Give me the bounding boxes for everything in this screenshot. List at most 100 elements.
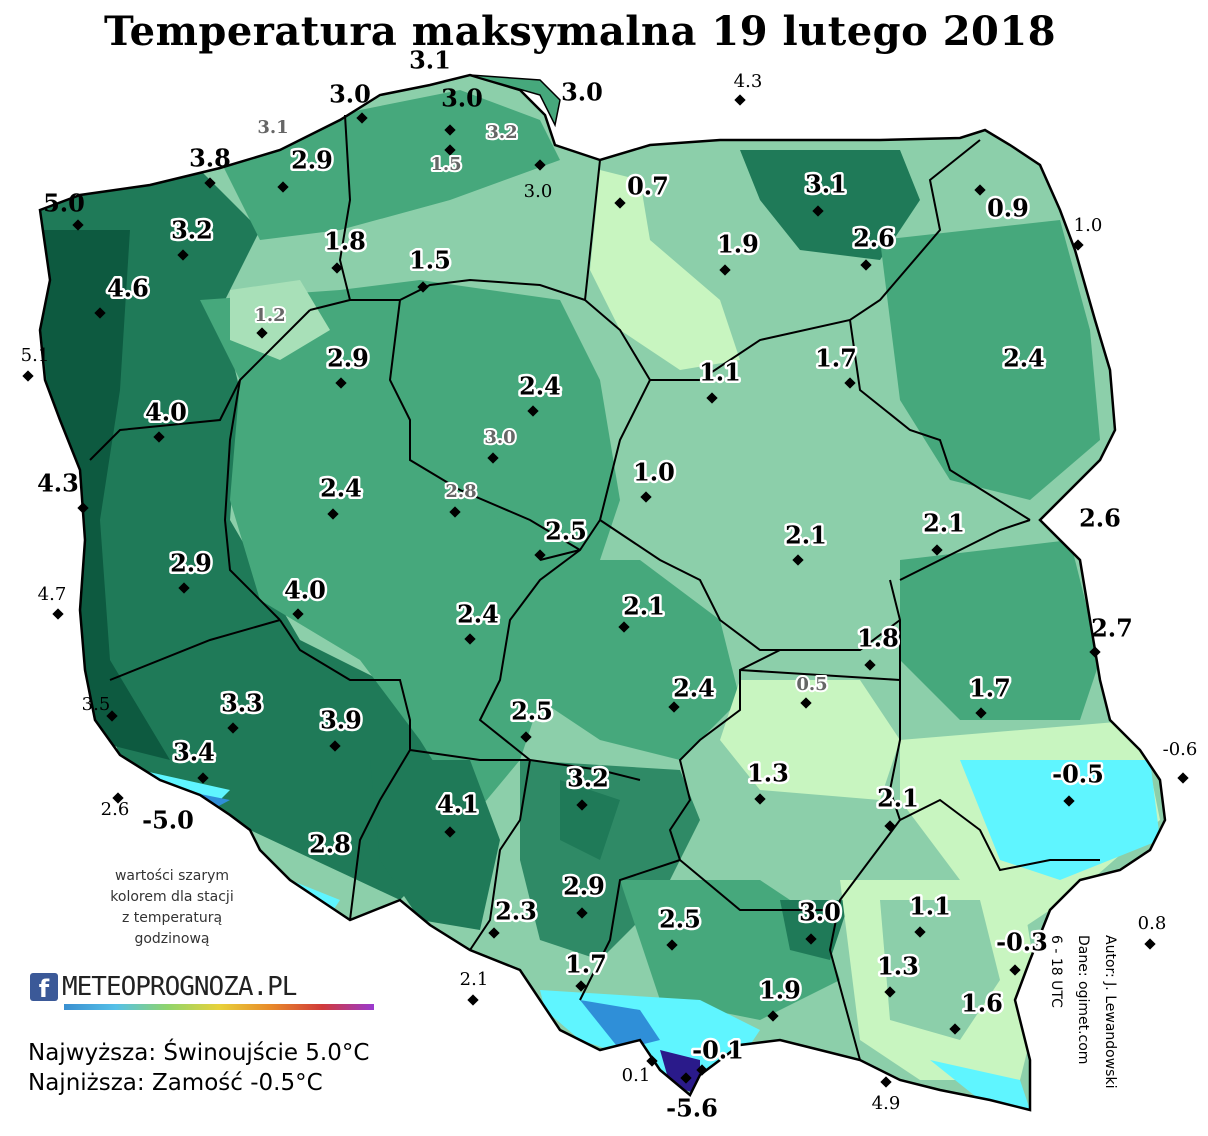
station-marker (949, 1023, 961, 1035)
station-value: 1.7 (969, 674, 1011, 703)
station-value: -0.5 (1052, 760, 1104, 789)
station-marker (534, 159, 546, 171)
station-marker (618, 621, 630, 633)
facebook-icon[interactable]: f (30, 973, 58, 1003)
station-value: 1.0 (1074, 215, 1103, 236)
station-marker (177, 249, 189, 261)
station-marker (974, 184, 986, 196)
station-marker (488, 927, 500, 939)
station-marker (575, 980, 587, 992)
gray-values-note: wartości szarym kolorem dla stacji z tem… (82, 866, 262, 950)
station-value: 1.3 (877, 952, 919, 981)
station-marker (197, 772, 209, 784)
station-marker (880, 1076, 892, 1088)
station-marker (805, 933, 817, 945)
station-value: 4.0 (284, 576, 326, 605)
station-marker (277, 181, 289, 193)
station-value: 1.1 (909, 892, 951, 921)
station-marker (614, 197, 626, 209)
station-marker (1009, 964, 1021, 976)
station-value: 4.3 (37, 469, 79, 498)
station-value: -5.0 (142, 806, 194, 835)
station-value: 3.1 (805, 170, 847, 199)
station-value: 3.1 (409, 46, 451, 75)
station-marker (204, 177, 216, 189)
station-value: 2.8 (309, 830, 351, 859)
note-line: kolorem dla stacji (110, 889, 234, 905)
data-source-credit: Dane: ogimet.com (1075, 935, 1091, 1065)
station-marker (767, 1010, 779, 1022)
station-marker (1072, 239, 1084, 251)
station-marker (444, 144, 456, 156)
station-value: 2.4 (519, 372, 561, 401)
station-value: 1.3 (747, 759, 789, 788)
station-marker (520, 731, 532, 743)
station-value: 2.4 (1003, 344, 1045, 373)
station-value: 1.5 (409, 246, 451, 275)
map-title: Temperatura maksymalna 19 lutego 2018 (103, 8, 1057, 55)
note-line: godzinową (134, 931, 210, 947)
station-value: 2.1 (460, 969, 489, 990)
station-value: 1.8 (857, 624, 899, 653)
station-marker (331, 262, 343, 274)
station-value: 0.7 (627, 172, 669, 201)
station-value: 1.7 (565, 950, 607, 979)
station-marker (680, 1072, 692, 1084)
station-marker (1177, 772, 1189, 784)
voivodeship-borders (89, 114, 1100, 1061)
station-marker (335, 377, 347, 389)
station-marker (640, 491, 652, 503)
station-marker (931, 544, 943, 556)
station-value: 2.8 (445, 481, 476, 502)
station-marker (527, 405, 539, 417)
station-value: 1.8 (324, 227, 366, 256)
station-value: 1.9 (759, 976, 801, 1005)
station-marker (844, 377, 856, 389)
station-value: 2.5 (545, 517, 587, 546)
station-value: 2.6 (1079, 504, 1121, 533)
logo-color-strip (64, 1004, 374, 1010)
station-marker (792, 554, 804, 566)
station-marker (52, 608, 64, 620)
station-value: 2.4 (320, 474, 362, 503)
station-value: 3.0 (799, 898, 841, 927)
station-value: 3.4 (173, 738, 215, 767)
hel-peninsula (469, 74, 561, 128)
station-value: 0.1 (622, 1065, 651, 1086)
station-value: 2.6 (101, 799, 130, 820)
station-marker (256, 327, 268, 339)
station-value: 2.5 (659, 905, 701, 934)
station-value: 3.0 (441, 84, 483, 113)
station-value: 4.7 (38, 584, 67, 605)
station-value: 2.9 (291, 146, 333, 175)
station-marker (576, 799, 588, 811)
station-value: 3.0 (524, 181, 553, 202)
station-value: 1.0 (633, 458, 675, 487)
station-marker (534, 549, 546, 561)
station-value: -0.1 (692, 1036, 744, 1065)
logo-text: METEOPROGNOZA.PL (62, 972, 297, 1002)
station-value: -0.3 (996, 928, 1048, 957)
station-marker (464, 633, 476, 645)
station-value: 3.3 (221, 689, 263, 718)
station-value: 3.8 (189, 144, 231, 173)
station-value: 1.2 (254, 305, 285, 326)
station-value: 0.5 (796, 674, 827, 695)
station-value: 3.0 (561, 78, 603, 107)
station-marker (668, 701, 680, 713)
station-value: 3.1 (257, 117, 288, 138)
meteoprognoza-logo[interactable]: f METEOPROGNOZA.PL (30, 970, 297, 1004)
station-marker (696, 1064, 708, 1076)
station-marker (719, 264, 731, 276)
period-credit: 6 - 18 UTC (1048, 935, 1064, 1008)
station-value: 3.2 (567, 764, 609, 793)
station-value: 1.6 (961, 989, 1003, 1018)
station-marker (487, 452, 499, 464)
station-value: 4.1 (437, 790, 479, 819)
station-marker (800, 697, 812, 709)
station-value: 5.0 (43, 189, 85, 218)
station-value: 2.1 (785, 521, 827, 550)
station-value: 4.6 (107, 274, 149, 303)
station-value: 4.0 (145, 398, 187, 427)
